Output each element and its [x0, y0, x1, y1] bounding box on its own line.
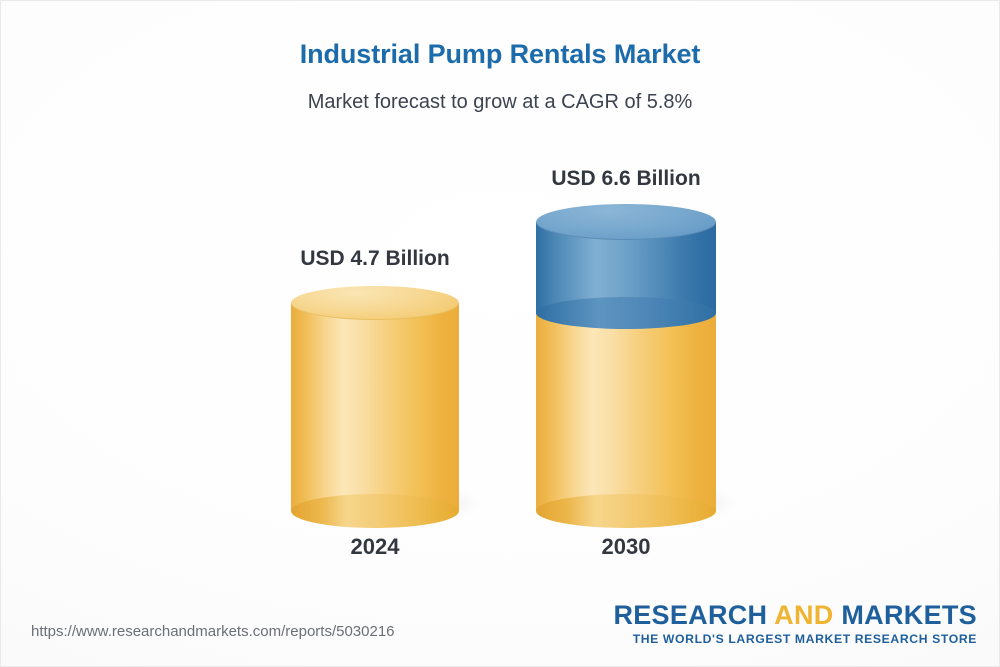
bar-segment-gold-2030 [536, 314, 716, 511]
bar-top-cap-2030 [536, 204, 716, 240]
bar-bottom-cap-2030 [536, 494, 716, 528]
bar-bottom-cap-2024 [291, 494, 459, 528]
page-subtitle: Market forecast to grow at a CAGR of 5.8… [307, 91, 693, 113]
bar-body-2024 [291, 303, 459, 511]
logo-word-research: RESEARCH [613, 600, 768, 630]
research-and-markets-logo[interactable]: RESEARCH AND MARKETS THE WORLD'S LARGEST… [613, 601, 977, 647]
bar-cylinder-2024 [291, 286, 475, 528]
page-title: Industrial Pump Rentals Market [299, 39, 701, 69]
bar-cylinder-2030 [536, 204, 732, 528]
value-label-2024: USD 4.7 Billion [300, 247, 450, 270]
logo-tagline: THE WORLD'S LARGEST MARKET RESEARCH STOR… [632, 632, 977, 647]
bar-segment-blue-underside-2030 [536, 297, 716, 329]
logo-word-markets: MARKETS [841, 600, 977, 630]
source-url-link[interactable]: https://www.researchandmarkets.com/repor… [31, 623, 395, 640]
logo-wordmark: RESEARCH AND MARKETS [613, 601, 977, 629]
logo-word-and: AND [774, 600, 834, 630]
bar-top-cap-2024 [291, 286, 459, 320]
axis-label-2024: 2024 [350, 534, 400, 559]
value-label-2030: USD 6.6 Billion [551, 167, 701, 190]
axis-label-2030: 2030 [601, 534, 651, 559]
